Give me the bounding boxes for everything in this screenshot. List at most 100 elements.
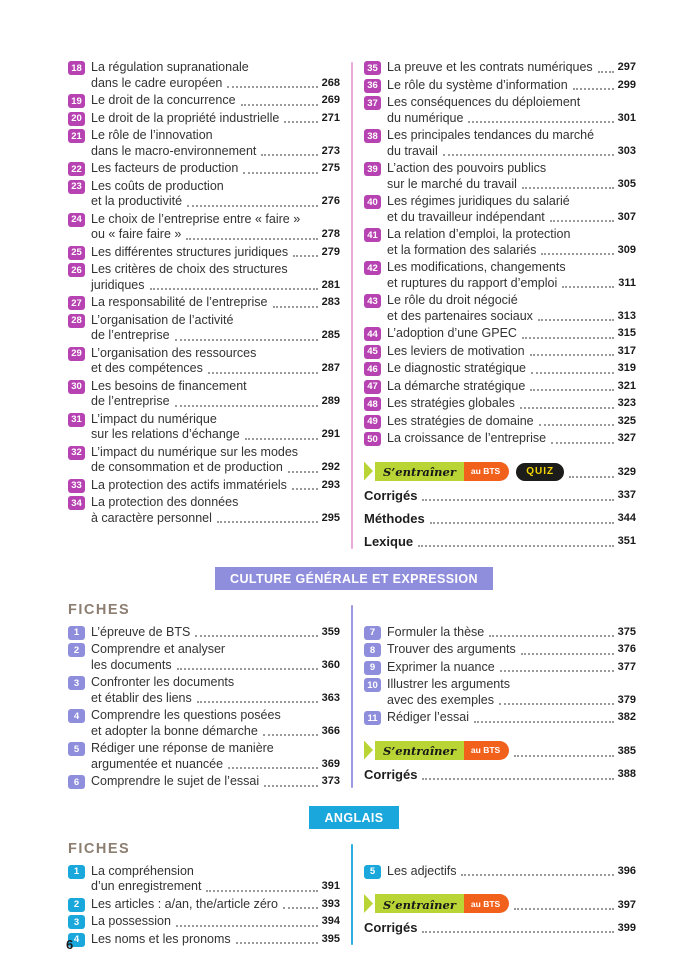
entry-lines: Rédiger l’essai 382 <box>387 710 636 726</box>
entry-number-badge: 43 <box>364 294 381 308</box>
entry-page-number: 291 <box>321 428 340 440</box>
entry-line: Les différentes structures juridiques 279 <box>91 245 340 261</box>
entry-page-number: 301 <box>617 111 636 124</box>
entry-page-number: 293 <box>321 478 340 491</box>
dotted-leader <box>261 154 318 156</box>
entry-number-badge: 37 <box>364 96 381 110</box>
toc-entry: 23 Les coûts de production et la productiv… <box>68 179 340 210</box>
entry-number-badge: 24 <box>68 212 85 227</box>
entry-title: Illustrer les arguments <box>387 677 510 691</box>
entry-line: Les facteurs de production 275 <box>91 161 340 177</box>
dotted-leader <box>549 220 614 222</box>
extras-row: Corrigés 388 <box>364 763 636 783</box>
entry-title: Les différentes structures juridiques <box>91 244 289 259</box>
entry-lines: Trouver des arguments 376 <box>387 642 636 658</box>
entry-page-number: 305 <box>617 177 636 190</box>
entry-title: et du travailleur indépendant <box>387 209 545 224</box>
entry-page-number: 292 <box>321 461 340 473</box>
dotted-leader <box>272 305 318 308</box>
section-culture-generale: CULTURE GÉNÉRALE ET EXPRESSION FICHES 1 L’é… <box>68 566 640 792</box>
toc-entry: 42 Les modifications, changements et ruptu… <box>364 260 636 291</box>
dotted-leader <box>521 187 614 189</box>
entry-line: juridiques 281 <box>91 278 340 294</box>
entry-lines: L’organisation des ressources et des comp… <box>91 346 340 377</box>
entry-title: Le choix de l’entreprise entre « faire » <box>91 211 301 226</box>
entry-line: du travail 303 <box>387 144 636 160</box>
toc-entry: 47 La démarche stratégique 321 <box>364 379 636 395</box>
entry-title: L’organisation de l’activité <box>91 312 234 327</box>
entry-page-number: 394 <box>321 915 340 927</box>
entry-title: Les facteurs de production <box>91 161 239 175</box>
entry-line: de consommation et de production 292 <box>91 460 340 476</box>
entry-page-number: 337 <box>617 489 636 501</box>
entry-lines: Comprendre les questions posées et adopte… <box>91 708 340 739</box>
entry-line: L’action des pouvoirs publics <box>387 161 636 177</box>
entry-page-number: 307 <box>617 210 636 223</box>
toc-entry: 38 Les principales tendances du marché du … <box>364 128 636 159</box>
entry-lines: Illustrer les arguments avec des exemples… <box>387 677 636 708</box>
entry-title: dans le macro-environnement <box>91 143 257 158</box>
toc-entry: 41 La relation d’emploi, la protection et … <box>364 227 636 258</box>
entry-number-badge: 6 <box>68 775 85 789</box>
page-number: 6 <box>66 937 74 952</box>
entry-number-badge: 30 <box>68 379 85 394</box>
entry-number-badge: 32 <box>68 445 85 460</box>
dotted-leader <box>240 103 318 106</box>
entry-title: L’impact du numérique sur les modes <box>91 444 299 459</box>
entry-line: Le droit de la propriété industrielle 271 <box>91 111 340 127</box>
entry-number-badge: 41 <box>364 228 381 242</box>
entry-title: Rédiger une réponse de manière <box>91 741 274 755</box>
entry-lines: L’action des pouvoirs publics sur le marc… <box>387 161 636 192</box>
toc-entry: 8 Trouver des arguments 376 <box>364 642 636 658</box>
entry-number-badge: 4 <box>68 709 85 723</box>
entry-page-number: 397 <box>617 898 636 911</box>
extras-block: S’entraîner au BTS 397 Corrigés 399 <box>364 893 636 936</box>
toc-entry: 24 Le choix de l’entreprise entre « faire… <box>68 212 340 243</box>
entry-title: de consommation et de production <box>91 460 283 474</box>
entry-number-badge: 5 <box>68 742 85 756</box>
entry-title: Les stratégies globales <box>387 396 515 410</box>
bts-label: au BTS <box>463 894 510 913</box>
column: 35 La preuve et les contrats numériques 29… <box>364 60 636 553</box>
entry-number-badge: 50 <box>364 432 381 446</box>
toc-entry: 1 La compréhension d’un enregistrement 391 <box>68 864 340 895</box>
entry-page-number: 278 <box>321 228 340 240</box>
column-divider <box>351 62 353 549</box>
entry-page-number: 377 <box>617 660 636 673</box>
dotted-leader <box>489 635 614 637</box>
dotted-leader <box>282 907 318 909</box>
entry-title: Les noms et les pronoms <box>91 931 231 946</box>
entry-line: Le diagnostic stratégique 319 <box>387 361 636 377</box>
dotted-leader <box>422 931 614 933</box>
entry-lines: La relation d’emploi, la protection et la… <box>387 227 636 258</box>
entry-line: Les noms et les pronoms 395 <box>91 932 340 948</box>
entry-lines: Le diagnostic stratégique 319 <box>387 361 636 377</box>
entry-line: dans le cadre européen 268 <box>91 76 340 92</box>
entry-page-number: 385 <box>617 745 636 757</box>
entry-number-badge: 2 <box>68 643 85 657</box>
entry-page-number: 309 <box>617 243 636 256</box>
dotted-leader <box>207 371 318 374</box>
toc-entry: 19 Le droit de la concurrence 269 <box>68 93 340 109</box>
column: FICHES 1 L’épreuve de BTS 359 2 Comprendre et… <box>68 602 340 792</box>
entry-line: de l’entreprise 285 <box>91 328 340 344</box>
toc-entry: 4 Comprendre les questions posées et adopt… <box>68 708 340 739</box>
entry-title: Le droit de la concurrence <box>91 93 236 107</box>
entry-number-badge: 1 <box>68 864 85 879</box>
section-banner: CULTURE GÉNÉRALE ET EXPRESSION <box>215 566 493 590</box>
entry-lines: Les leviers de motivation 317 <box>387 344 636 360</box>
extras-row: Corrigés 399 <box>364 916 636 936</box>
entry-title: et adopter la bonne démarche <box>91 723 258 738</box>
entry-title: Comprendre les questions posées <box>91 708 281 722</box>
toc-entry: 39 L’action des pouvoirs publics sur le ma… <box>364 161 636 192</box>
entry-lines: La croissance de l’entreprise 327 <box>387 431 636 447</box>
dotted-leader <box>291 488 318 490</box>
dotted-leader <box>186 237 318 240</box>
entry-line: La protection des actifs immatériels 293 <box>91 478 340 494</box>
dotted-leader <box>264 784 318 787</box>
entry-number-badge: 8 <box>364 643 381 657</box>
entry-line: Les conséquences du déploiement <box>387 95 636 111</box>
extras-block: S’entraîner au BTS QUIZ 329 Corrigés 337 Métho… <box>364 461 636 550</box>
dotted-leader <box>176 668 318 670</box>
entry-title: La preuve et les contrats numériques <box>387 60 593 74</box>
